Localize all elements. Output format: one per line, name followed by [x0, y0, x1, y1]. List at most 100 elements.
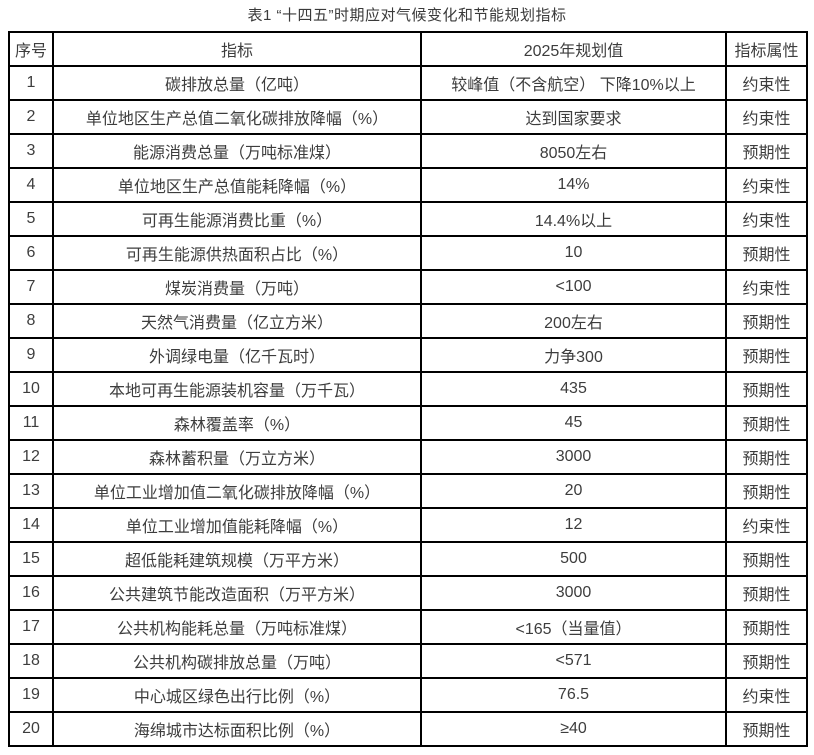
cell-value: 10	[420, 235, 727, 271]
cell-attribute: 预期性	[725, 337, 808, 373]
table-row: 20 海绵城市达标面积比例（%） ≥40 预期性	[8, 711, 808, 747]
header-row: 序号 指标 2025年规划值 指标属性	[8, 31, 808, 67]
cell-attribute: 约束性	[725, 65, 808, 101]
cell-value: <165（当量值）	[420, 609, 727, 645]
cell-indicator: 能源消费总量（万吨标准煤）	[52, 133, 422, 169]
cell-attribute: 预期性	[725, 405, 808, 441]
cell-value: 45	[420, 405, 727, 441]
cell-no: 14	[8, 507, 54, 543]
cell-no: 4	[8, 167, 54, 203]
table-row: 6 可再生能源供热面积占比（%） 10 预期性	[8, 235, 808, 271]
table-row: 4 单位地区生产总值能耗降幅（%） 14% 约束性	[8, 167, 808, 203]
cell-value: ≥40	[420, 711, 727, 747]
cell-indicator: 公共建筑节能改造面积（万平方米）	[52, 575, 422, 611]
table-row: 9 外调绿电量（亿千瓦时） 力争300 预期性	[8, 337, 808, 373]
table-row: 10 本地可再生能源装机容量（万千瓦） 435 预期性	[8, 371, 808, 407]
table-row: 7 煤炭消费量（万吨） <100 约束性	[8, 269, 808, 305]
cell-value: 76.5	[420, 677, 727, 713]
cell-attribute: 约束性	[725, 507, 808, 543]
table-row: 2 单位地区生产总值二氧化碳排放降幅（%） 达到国家要求 约束性	[8, 99, 808, 135]
cell-value: 14.4%以上	[420, 201, 727, 237]
cell-indicator: 煤炭消费量（万吨）	[52, 269, 422, 305]
cell-attribute: 约束性	[725, 269, 808, 305]
cell-no: 17	[8, 609, 54, 645]
cell-value: 435	[420, 371, 727, 407]
cell-indicator: 中心城区绿色出行比例（%）	[52, 677, 422, 713]
cell-attribute: 约束性	[725, 677, 808, 713]
cell-no: 15	[8, 541, 54, 577]
cell-indicator: 单位工业增加值二氧化碳排放降幅（%）	[52, 473, 422, 509]
cell-attribute: 预期性	[725, 439, 808, 475]
table-row: 18 公共机构碳排放总量（万吨） <571 预期性	[8, 643, 808, 679]
cell-attribute: 约束性	[725, 201, 808, 237]
cell-value: 500	[420, 541, 727, 577]
cell-attribute: 预期性	[725, 711, 808, 747]
cell-indicator: 天然气消费量（亿立方米）	[52, 303, 422, 339]
cell-attribute: 预期性	[725, 643, 808, 679]
cell-indicator: 可再生能源消费比重（%）	[52, 201, 422, 237]
cell-indicator: 单位工业增加值能耗降幅（%）	[52, 507, 422, 543]
cell-no: 3	[8, 133, 54, 169]
cell-attribute: 预期性	[725, 473, 808, 509]
cell-indicator: 外调绿电量（亿千瓦时）	[52, 337, 422, 373]
cell-attribute: 预期性	[725, 609, 808, 645]
cell-value: 200左右	[420, 303, 727, 339]
cell-no: 5	[8, 201, 54, 237]
table-row: 5 可再生能源消费比重（%） 14.4%以上 约束性	[8, 201, 808, 237]
cell-indicator: 公共机构能耗总量（万吨标准煤）	[52, 609, 422, 645]
cell-value: 达到国家要求	[420, 99, 727, 135]
header-cell-indicator: 指标	[52, 31, 422, 67]
header-cell-value: 2025年规划值	[420, 31, 727, 67]
cell-indicator: 单位地区生产总值能耗降幅（%）	[52, 167, 422, 203]
table-row: 16 公共建筑节能改造面积（万平方米） 3000 预期性	[8, 575, 808, 611]
cell-value: 3000	[420, 575, 727, 611]
cell-no: 8	[8, 303, 54, 339]
table-row: 12 森林蓄积量（万立方米） 3000 预期性	[8, 439, 808, 475]
indicator-table: 序号 指标 2025年规划值 指标属性 1 碳排放总量（亿吨） 较峰值（不含航空…	[8, 31, 808, 747]
cell-indicator: 森林覆盖率（%）	[52, 405, 422, 441]
cell-value: 20	[420, 473, 727, 509]
header-cell-attribute: 指标属性	[725, 31, 808, 67]
table-row: 1 碳排放总量（亿吨） 较峰值（不含航空） 下降10%以上 约束性	[8, 65, 808, 101]
cell-value: 较峰值（不含航空） 下降10%以上	[420, 65, 727, 101]
table-caption: 表1 “十四五”时期应对气候变化和节能规划指标	[247, 7, 567, 24]
cell-indicator: 公共机构碳排放总量（万吨）	[52, 643, 422, 679]
cell-attribute: 预期性	[725, 541, 808, 577]
cell-attribute: 预期性	[725, 235, 808, 271]
cell-no: 10	[8, 371, 54, 407]
table-row: 19 中心城区绿色出行比例（%） 76.5 约束性	[8, 677, 808, 713]
cell-indicator: 超低能耗建筑规模（万平方米）	[52, 541, 422, 577]
cell-no: 2	[8, 99, 54, 135]
cell-indicator: 可再生能源供热面积占比（%）	[52, 235, 422, 271]
cell-value: 14%	[420, 167, 727, 203]
table-row: 15 超低能耗建筑规模（万平方米） 500 预期性	[8, 541, 808, 577]
cell-no: 7	[8, 269, 54, 305]
cell-no: 1	[8, 65, 54, 101]
cell-attribute: 预期性	[725, 133, 808, 169]
cell-no: 20	[8, 711, 54, 747]
table-row: 13 单位工业增加值二氧化碳排放降幅（%） 20 预期性	[8, 473, 808, 509]
cell-no: 9	[8, 337, 54, 373]
cell-no: 18	[8, 643, 54, 679]
cell-no: 6	[8, 235, 54, 271]
table-row: 14 单位工业增加值能耗降幅（%） 12 约束性	[8, 507, 808, 543]
cell-attribute: 约束性	[725, 167, 808, 203]
cell-attribute: 约束性	[725, 99, 808, 135]
cell-attribute: 预期性	[725, 575, 808, 611]
table-row: 11 森林覆盖率（%） 45 预期性	[8, 405, 808, 441]
cell-indicator: 海绵城市达标面积比例（%）	[52, 711, 422, 747]
cell-attribute: 预期性	[725, 303, 808, 339]
cell-value: 力争300	[420, 337, 727, 373]
cell-no: 16	[8, 575, 54, 611]
cell-indicator: 森林蓄积量（万立方米）	[52, 439, 422, 475]
cell-no: 13	[8, 473, 54, 509]
cell-value: 3000	[420, 439, 727, 475]
cell-indicator: 单位地区生产总值二氧化碳排放降幅（%）	[52, 99, 422, 135]
cell-value: <100	[420, 269, 727, 305]
cell-no: 19	[8, 677, 54, 713]
cell-value: 8050左右	[420, 133, 727, 169]
cell-value: <571	[420, 643, 727, 679]
cell-attribute: 预期性	[725, 371, 808, 407]
table-body: 1 碳排放总量（亿吨） 较峰值（不含航空） 下降10%以上 约束性 2 单位地区…	[8, 65, 808, 747]
